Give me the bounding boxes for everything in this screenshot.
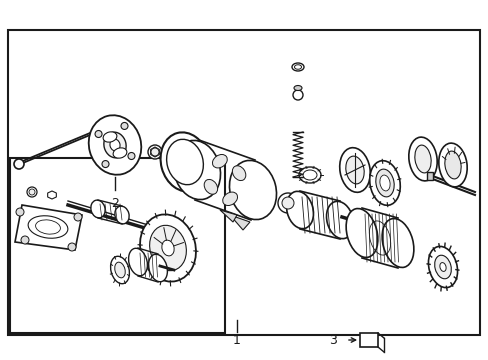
Ellipse shape: [369, 161, 400, 205]
Polygon shape: [15, 205, 82, 250]
Circle shape: [14, 159, 24, 169]
Ellipse shape: [88, 115, 141, 175]
Ellipse shape: [173, 140, 220, 199]
Ellipse shape: [298, 167, 320, 183]
Ellipse shape: [427, 246, 457, 288]
Polygon shape: [229, 215, 249, 230]
Ellipse shape: [204, 179, 217, 194]
Ellipse shape: [286, 192, 313, 229]
Polygon shape: [47, 191, 56, 199]
Ellipse shape: [128, 248, 147, 276]
Ellipse shape: [110, 256, 129, 284]
Ellipse shape: [339, 148, 369, 192]
Ellipse shape: [222, 192, 237, 206]
Ellipse shape: [160, 132, 209, 192]
Bar: [10, 158, 224, 333]
Ellipse shape: [414, 145, 430, 173]
Ellipse shape: [294, 65, 301, 69]
Ellipse shape: [438, 143, 466, 187]
Circle shape: [27, 187, 37, 197]
Circle shape: [68, 243, 76, 251]
Circle shape: [95, 130, 102, 138]
Ellipse shape: [115, 262, 125, 278]
Ellipse shape: [103, 132, 126, 158]
Ellipse shape: [115, 206, 129, 224]
Ellipse shape: [444, 151, 460, 179]
Bar: [359, 333, 377, 347]
Circle shape: [292, 90, 303, 100]
Polygon shape: [220, 210, 237, 222]
Circle shape: [278, 193, 297, 213]
Ellipse shape: [91, 200, 105, 218]
Polygon shape: [150, 147, 159, 157]
Ellipse shape: [346, 208, 377, 257]
Circle shape: [121, 122, 128, 130]
Ellipse shape: [379, 175, 389, 191]
Ellipse shape: [103, 132, 117, 142]
Ellipse shape: [303, 170, 316, 180]
Circle shape: [21, 236, 29, 244]
Ellipse shape: [166, 139, 203, 185]
Ellipse shape: [408, 137, 436, 181]
Text: 3: 3: [328, 333, 336, 346]
Ellipse shape: [148, 254, 167, 282]
Ellipse shape: [381, 219, 413, 267]
Ellipse shape: [326, 201, 353, 239]
Ellipse shape: [212, 154, 227, 168]
Circle shape: [151, 148, 159, 156]
Circle shape: [102, 161, 109, 167]
Ellipse shape: [110, 139, 120, 151]
Circle shape: [128, 153, 135, 159]
Circle shape: [282, 197, 293, 209]
Ellipse shape: [36, 220, 61, 234]
Bar: [426, 172, 432, 180]
Ellipse shape: [162, 240, 174, 256]
Ellipse shape: [149, 225, 186, 271]
Ellipse shape: [439, 262, 445, 271]
Ellipse shape: [140, 215, 196, 282]
Ellipse shape: [345, 156, 364, 184]
Circle shape: [148, 145, 162, 159]
Ellipse shape: [434, 255, 450, 279]
Ellipse shape: [293, 85, 302, 90]
Ellipse shape: [229, 161, 276, 220]
Bar: [8, 30, 479, 335]
Ellipse shape: [291, 63, 304, 71]
Ellipse shape: [113, 148, 126, 158]
Text: 2: 2: [111, 197, 119, 210]
Text: 1: 1: [233, 333, 241, 346]
Circle shape: [74, 213, 82, 221]
Ellipse shape: [375, 169, 393, 197]
Circle shape: [16, 208, 24, 216]
Ellipse shape: [28, 216, 68, 238]
Ellipse shape: [232, 166, 245, 181]
Circle shape: [29, 189, 35, 195]
